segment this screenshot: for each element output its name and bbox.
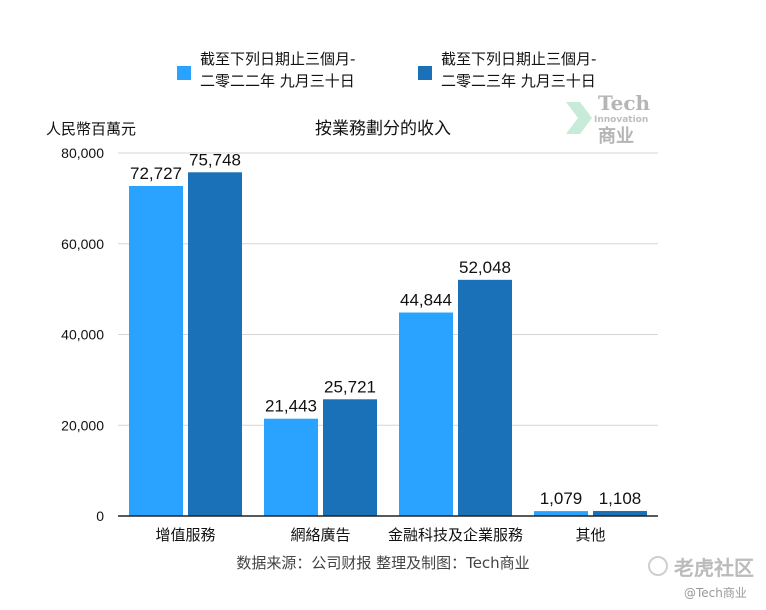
legend-swatch-2023 bbox=[418, 66, 432, 80]
logo-small-text: Innovation bbox=[594, 115, 648, 125]
x-tick-label: 其他 bbox=[575, 526, 605, 544]
logo-arrow-icon bbox=[566, 102, 592, 134]
bar-1-0 bbox=[264, 418, 318, 516]
y-tick-label: 80,000 bbox=[61, 145, 104, 161]
y-tick-labels: 0 20,000 40,000 60,000 80,000 bbox=[61, 145, 104, 524]
y-tick-label: 0 bbox=[96, 508, 104, 524]
bar-2-1 bbox=[458, 279, 512, 516]
legend-label-2023: 截至下列日期止三個月- 二零二三年 九月三十日 bbox=[441, 48, 596, 92]
data-label-3-0: 1,079 bbox=[540, 489, 583, 508]
data-label-2-0: 44,844 bbox=[400, 291, 452, 310]
bar-0-1 bbox=[188, 172, 242, 516]
community-watermark: 老虎社区 bbox=[674, 556, 754, 580]
logo-word: Tech bbox=[598, 92, 650, 115]
y-tick-label: 40,000 bbox=[61, 327, 104, 343]
tech-logo-watermark: Tech Innovation 商业 bbox=[566, 92, 650, 144]
legend-label-2023-line2: 二零二三年 九月三十日 bbox=[441, 72, 596, 90]
y-tick-label: 20,000 bbox=[61, 417, 104, 433]
data-label-1-0: 21,443 bbox=[265, 397, 317, 416]
source-note: 数据来源：公司财报 整理及制图：Tech商业 bbox=[236, 554, 530, 572]
bar-0-0 bbox=[129, 186, 183, 517]
bar-1-1 bbox=[323, 399, 377, 516]
data-label-3-1: 1,108 bbox=[599, 489, 642, 508]
data-labels: 72,727 75,748 21,443 25,721 44,844 52,048 1,07… bbox=[130, 150, 641, 508]
x-tick-label: 金融科技及企業服務 bbox=[388, 526, 523, 544]
legend-label-2022-line1: 截至下列日期止三個月- bbox=[200, 50, 356, 68]
data-label-1-1: 25,721 bbox=[324, 377, 376, 396]
legend-label-2022-line2: 二零二二年 九月三十日 bbox=[200, 72, 355, 90]
bars bbox=[129, 172, 647, 517]
bar-3-1 bbox=[593, 510, 647, 516]
tiger-community-icon bbox=[648, 556, 668, 576]
x-tick-label: 網絡廣告 bbox=[290, 526, 350, 544]
logo-cn-text: 商业 bbox=[598, 125, 634, 144]
legend-swatch-2022 bbox=[177, 66, 191, 80]
legend-label-2022: 截至下列日期止三個月- 二零二二年 九月三十日 bbox=[200, 48, 355, 92]
handle-watermark: @Tech商业 bbox=[684, 586, 747, 600]
data-label-0-1: 75,748 bbox=[189, 150, 241, 169]
bar-3-0 bbox=[534, 511, 588, 516]
x-tick-labels: 增值服務 網絡廣告 金融科技及企業服務 其他 bbox=[155, 526, 605, 544]
y-tick-label: 60,000 bbox=[61, 236, 104, 252]
legend-label-2023-line1: 截至下列日期止三個月- bbox=[441, 50, 597, 68]
data-label-0-0: 72,727 bbox=[130, 164, 182, 183]
data-label-2-1: 52,048 bbox=[459, 258, 511, 277]
x-tick-label: 增值服務 bbox=[155, 526, 215, 544]
chart-title: 按業務劃分的收入 bbox=[315, 119, 451, 139]
bar-2-0 bbox=[399, 312, 453, 516]
y-axis-unit-label: 人民幣百萬元 bbox=[46, 120, 137, 138]
